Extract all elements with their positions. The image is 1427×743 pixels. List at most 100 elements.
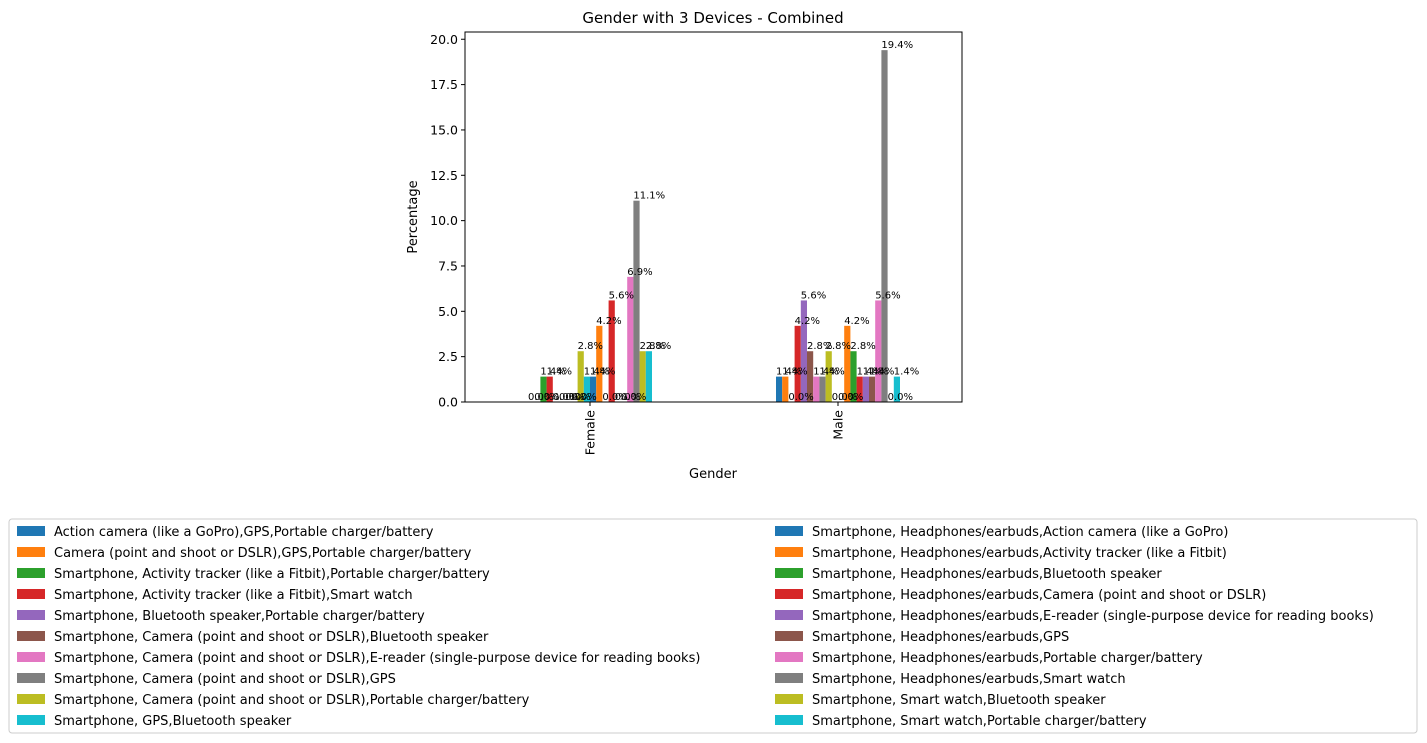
bar-value-label: 1.4% — [547, 367, 572, 378]
legend-entry-label: Smartphone, Headphones/earbuds,Smart wat… — [812, 672, 1126, 687]
legend-entry-label: Smartphone, Headphones/earbuds,Action ca… — [812, 525, 1228, 540]
legend-entry-label: Smartphone, Camera (point and shoot or D… — [54, 630, 489, 645]
bar-value-label: 2.8% — [646, 341, 671, 352]
bar-value-label: 2.8% — [826, 341, 851, 352]
legend-entry-label: Smartphone, Headphones/earbuds,Camera (p… — [812, 588, 1266, 603]
x-axis-label: Gender — [689, 467, 738, 482]
y-tick-label: 12.5 — [430, 168, 458, 183]
bar-female-10 — [590, 376, 597, 402]
bar-value-label: 1.4% — [776, 367, 801, 378]
legend-entry-label: Smartphone, Headphones/earbuds,GPS — [812, 630, 1069, 645]
legend-entry-label: Smartphone, Activity tracker (like a Fit… — [54, 567, 490, 582]
y-tick-label: 10.0 — [430, 213, 458, 228]
bar-value-label: 1.4% — [782, 367, 807, 378]
bar-value-label: 1.4% — [869, 367, 894, 378]
bar-male-7 — [819, 376, 826, 402]
y-tick-label: 2.5 — [438, 349, 458, 364]
bar-value-label: 1.4% — [857, 367, 882, 378]
legend-swatch — [17, 694, 45, 704]
bar-value-label: 0.0% — [615, 392, 640, 403]
bar-male-6 — [813, 376, 820, 402]
bars-layer — [540, 50, 900, 402]
bar-male-14 — [862, 376, 869, 402]
y-tick-label: 0.0 — [438, 395, 458, 410]
legend-swatch — [775, 694, 803, 704]
bar-value-label: 1.4% — [813, 367, 838, 378]
y-tick-label: 7.5 — [438, 258, 458, 273]
bar-value-label: 0.0% — [602, 392, 627, 403]
legend-entry-label: Smartphone, Smart watch,Portable charger… — [812, 714, 1147, 729]
bar-value-label: 0.0% — [553, 392, 578, 403]
plot-area-frame — [464, 31, 963, 403]
legend-swatch — [17, 568, 45, 578]
legend-entry-label: Smartphone, GPS,Bluetooth speaker — [54, 714, 292, 729]
bar-male-11 — [844, 325, 851, 402]
bar-value-label: 2.8% — [807, 341, 832, 352]
bar-female-13 — [608, 300, 615, 402]
bar-value-label: 6.9% — [627, 267, 652, 278]
bar-value-label: 1.4% — [590, 367, 615, 378]
bar-value-label: 1.4% — [894, 367, 919, 378]
legend-entry-label: Action camera (like a GoPro),GPS,Portabl… — [54, 525, 434, 540]
y-tick-label: 5.0 — [438, 304, 458, 319]
legend-swatch — [17, 715, 45, 725]
legend-swatch — [775, 652, 803, 662]
y-tick-label: 17.5 — [430, 77, 458, 92]
bar-male-17 — [881, 50, 888, 402]
bar-male-3 — [794, 325, 801, 402]
legend-swatch — [775, 631, 803, 641]
legend-swatch — [775, 715, 803, 725]
bar-value-label: 2.8% — [578, 341, 603, 352]
legend-swatch — [17, 589, 45, 599]
bar-value-label: 0.0% — [838, 392, 863, 403]
bar-male-12 — [850, 351, 857, 402]
bar-male-4 — [800, 300, 807, 402]
bar-value-label: 4.2% — [596, 316, 621, 327]
bar-value-label: 0.0% — [534, 392, 559, 403]
bar-value-label: 19.4% — [881, 40, 913, 51]
bar-female-2 — [540, 376, 547, 402]
legend-swatch — [775, 568, 803, 578]
bar-male-8 — [825, 351, 832, 402]
legend-entry-label: Smartphone, Headphones/earbuds,E-reader … — [812, 609, 1374, 624]
y-tick-label: 15.0 — [430, 122, 458, 137]
legend-entry-label: Smartphone, Headphones/earbuds,Bluetooth… — [812, 567, 1162, 582]
bar-value-label: 5.6% — [875, 290, 900, 301]
bar-female-18 — [639, 351, 646, 402]
legend-swatch — [775, 610, 803, 620]
x-tick-label: Male — [831, 410, 846, 440]
bar-value-label: 0.0% — [788, 392, 813, 403]
bar-value-label: 4.2% — [795, 316, 820, 327]
y-axis-label: Percentage — [406, 180, 421, 253]
legend-swatch — [17, 610, 45, 620]
legend-entry-label: Smartphone, Bluetooth speaker,Portable c… — [54, 609, 425, 624]
bar-value-label: 2.8% — [640, 341, 665, 352]
legend-entry-label: Smartphone, Camera (point and shoot or D… — [54, 672, 396, 687]
bar-value-label: 1.4% — [863, 367, 888, 378]
bar-male-16 — [875, 300, 882, 402]
bar-value-label: 0.0% — [565, 392, 590, 403]
bar-value-label: 5.6% — [801, 290, 826, 301]
bar-value-label: 0.0% — [888, 392, 913, 403]
bar-female-17 — [633, 200, 640, 402]
bar-value-label: 0.0% — [528, 392, 553, 403]
legend-swatch — [775, 673, 803, 683]
legend-swatch — [775, 547, 803, 557]
legend-entry-label: Smartphone, Headphones/earbuds,Portable … — [812, 651, 1203, 666]
bar-value-label: 1.4% — [584, 367, 609, 378]
bar-value-label: 1.4% — [819, 367, 844, 378]
legend-entry-label: Smartphone, Activity tracker (like a Fit… — [54, 588, 413, 603]
bar-female-8 — [577, 351, 584, 402]
bar-labels-layer: 0.0%1.4%0.0%1.4%1.4%0.0%1.4%4.2%0.0%5.6%… — [528, 40, 919, 403]
bar-value-label: 0.0% — [559, 392, 584, 403]
bar-value-label: 0.0% — [621, 392, 646, 403]
x-axis: Female Male — [583, 402, 846, 455]
legend-swatch — [775, 526, 803, 536]
legend-swatch — [17, 631, 45, 641]
legend-swatch — [17, 547, 45, 557]
legend-swatch — [17, 526, 45, 536]
bar-value-label: 4.2% — [844, 316, 869, 327]
bar-female-9 — [583, 376, 590, 402]
legend-entry-label: Smartphone, Headphones/earbuds,Activity … — [812, 546, 1227, 561]
